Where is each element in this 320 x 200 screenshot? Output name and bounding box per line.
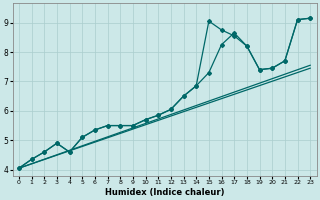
X-axis label: Humidex (Indice chaleur): Humidex (Indice chaleur) <box>105 188 224 197</box>
